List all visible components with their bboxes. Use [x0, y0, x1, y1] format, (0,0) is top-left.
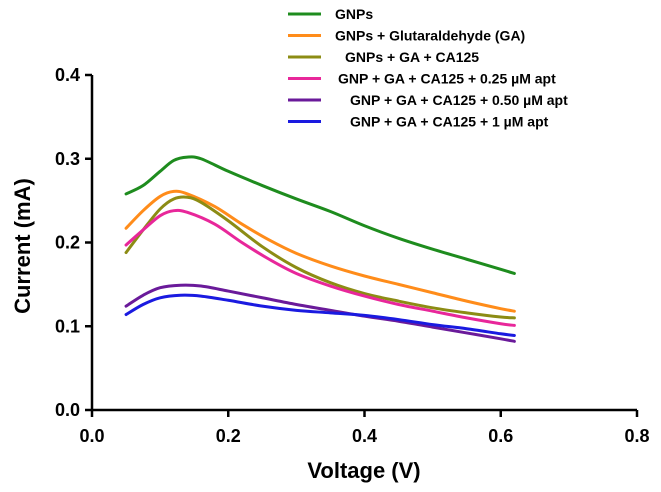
x-axis: 0.0 0.2 0.4 0.6 0.8: [79, 408, 650, 446]
y-tick-label: 0.3: [55, 149, 80, 169]
legend-label: GNPs: [335, 6, 373, 22]
y-tick-label: 0.4: [55, 65, 80, 85]
x-tick-label: 0.2: [216, 426, 241, 446]
plot-area: [124, 155, 516, 343]
legend-label: GNP + GA + CA125 + 0.25 µM apt: [338, 71, 556, 87]
x-tick-label: 0.6: [488, 426, 513, 446]
x-tick-label: 0.8: [624, 426, 649, 446]
y-axis-title: Current (mA): [10, 178, 35, 314]
series-1-line: [124, 155, 516, 275]
legend-label: GNPs + GA + CA125: [345, 49, 479, 65]
series-6-line: [124, 293, 516, 337]
x-tick-label: 0.0: [79, 426, 104, 446]
x-axis-title: Voltage (V): [307, 458, 420, 483]
legend-label: GNP + GA + CA125 + 1 µM apt: [350, 114, 549, 130]
legend-label: GNP + GA + CA125 + 0.50 µM apt: [350, 92, 568, 108]
series-2-line: [124, 189, 516, 313]
x-tick-label: 0.4: [352, 426, 377, 446]
series-5-line: [124, 283, 516, 343]
series-4-line: [124, 208, 516, 327]
y-tick-label: 0.0: [55, 400, 80, 420]
legend-label: GNPs + Glutaraldehyde (GA): [335, 28, 525, 44]
y-tick-label: 0.2: [55, 233, 80, 253]
series-3-line: [124, 195, 516, 320]
legend: GNPs GNPs + Glutaraldehyde (GA) GNPs + GA …: [288, 6, 568, 130]
y-axis: 0.0 0.1 0.2 0.3 0.4: [55, 65, 94, 420]
y-tick-label: 0.1: [55, 316, 80, 336]
